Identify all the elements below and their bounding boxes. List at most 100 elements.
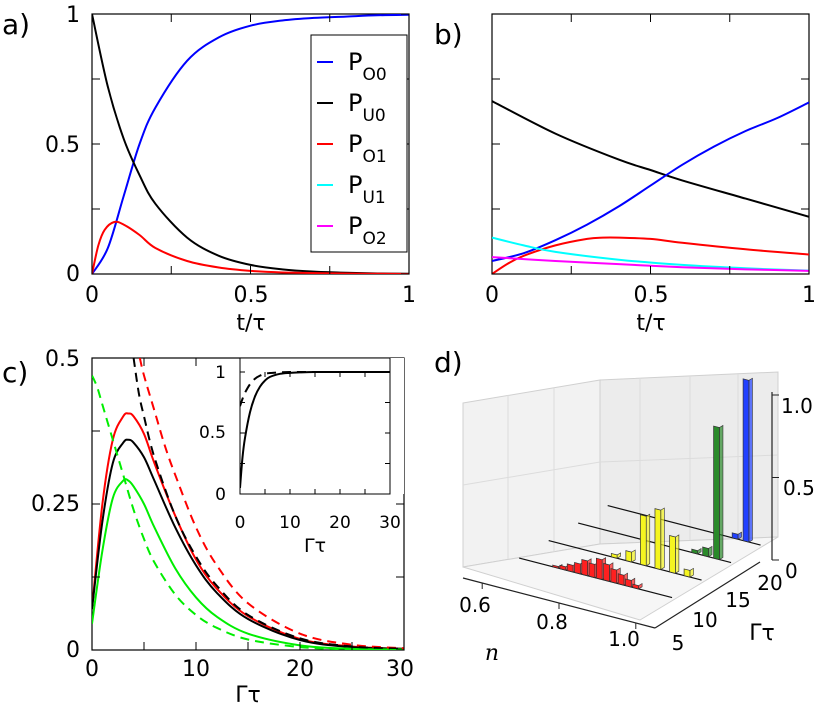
- panel-c-series-black-dashed: [132, 358, 404, 650]
- d-bar-side-g10-1: [631, 549, 636, 563]
- d-baseline-g5: [519, 557, 673, 599]
- d-gtick-3: 20: [757, 571, 782, 595]
- legend-sub-o2: O2: [362, 229, 386, 249]
- panel-b: 0 0.5 1 t/τ: [485, 13, 816, 336]
- panel-c-ytick-0: 0: [66, 638, 80, 663]
- inset-xlabel: Γτ: [304, 535, 326, 557]
- d-bar-g10-4: [669, 535, 676, 574]
- inset-xtick-2: 20: [329, 513, 351, 533]
- panel-label-d: d): [434, 346, 463, 379]
- d-bar-g5-2: [566, 563, 574, 573]
- panel-a-xtick-2: 1: [402, 283, 416, 308]
- d-bar-g5-8: [610, 568, 618, 584]
- panel-b-series-p-o0: [492, 101, 809, 262]
- d-bar-g5-10: [625, 578, 632, 588]
- inset-xtick-0: 0: [235, 513, 246, 533]
- panel-a-series: [92, 14, 409, 274]
- inset-ytick-1: 0.5: [199, 423, 226, 443]
- panel-b-xtick-0: 0: [485, 283, 499, 308]
- legend-sub-u0: U0: [362, 106, 385, 126]
- d-bar-g5-5: [588, 562, 596, 579]
- inset-ytick-2: 1: [215, 363, 226, 383]
- panel-b-series-p-o2: [492, 256, 809, 272]
- panel-c-series: [92, 358, 404, 650]
- panel-label-b: b): [434, 18, 463, 51]
- legend-sub-o0: O0: [362, 65, 386, 85]
- d-bar-g10-2: [640, 514, 647, 567]
- panel-b-ticks: [491, 13, 810, 275]
- d-gtick-2: 15: [725, 588, 750, 612]
- legend-sub-o1: O1: [362, 147, 386, 167]
- panel-c-series-red-dashed: [138, 358, 404, 650]
- panel-c-xtick-0: 0: [85, 657, 99, 682]
- panel-b-series: [492, 100, 809, 274]
- inset-xtick-1: 10: [279, 513, 301, 533]
- panel-b-xtick-2: 1: [802, 283, 816, 308]
- d-ntick-0: 0.6: [459, 593, 491, 617]
- panel-c-ytick-1: 0.25: [31, 492, 80, 517]
- d-ztick-0: 0: [785, 559, 798, 583]
- panel-a-ytick-0: 0: [66, 262, 80, 287]
- d-bar-g5-4: [581, 558, 588, 577]
- panel-b-xlabel: t/τ: [636, 311, 665, 336]
- panel-c-xlabel: Γτ: [235, 683, 261, 706]
- d-bar-side-g10-3: [660, 507, 665, 571]
- inset-ticks: [239, 371, 391, 495]
- d-bar-side-g10-2: [645, 513, 651, 567]
- panel-d: 0.6 0.8 1.0 5 10 15 20 0 0.5 1.0 n Γτ: [459, 371, 815, 666]
- panel-b-series-p-u0: [492, 100, 809, 218]
- panel-a-xlabel: t/τ: [236, 311, 265, 336]
- legend-sub-u1: U1: [362, 188, 385, 208]
- d-ztick-2: 1.0: [781, 394, 813, 418]
- inset-ytick-0: 0: [215, 485, 226, 505]
- d-bar-side-g15-2: [719, 424, 724, 561]
- d-bar-side-g10-4: [675, 534, 680, 574]
- d-bar-g20-0: [731, 532, 739, 540]
- panel-label-a: a): [2, 8, 30, 41]
- d-ztick-1: 0.5: [783, 476, 815, 500]
- d-bar-g10-0: [610, 552, 618, 559]
- panel-c-xtick-3: 30: [386, 657, 414, 682]
- panel-a-ytick-2: 1: [66, 3, 80, 28]
- d-bar-g15-0: [691, 548, 698, 555]
- d-gamma-axis: [654, 561, 761, 629]
- panel-b-xtick-1: 0.5: [634, 283, 669, 308]
- panel-c-xtick-2: 20: [286, 657, 314, 682]
- panel-a-xtick-0: 0: [85, 283, 99, 308]
- d-bar-g5-0: [552, 564, 559, 569]
- d-bar-g15-2: [713, 425, 720, 561]
- d-ylabel: Γτ: [749, 621, 775, 646]
- panel-c-series-black-solid: [92, 438, 404, 650]
- panel-a-series-p-o1: [92, 220, 409, 274]
- d-bar-g5-11: [632, 583, 639, 590]
- d-bar-g5-3: [574, 562, 581, 575]
- d-bar-g10-5: [683, 568, 691, 578]
- panel-a-ytick-1: 0.5: [45, 133, 80, 158]
- d-bar-g5-7: [603, 562, 610, 582]
- d-xlabel: n: [485, 641, 499, 666]
- inset-xtick-3: 30: [379, 513, 401, 533]
- inset-frame: [239, 357, 391, 495]
- d-bar-side-g20-1: [748, 377, 753, 543]
- d-bar-g10-1: [625, 550, 633, 563]
- inset: 0 10 20 30 0 0.5 1 Γτ: [199, 357, 404, 557]
- d-bar-g15-1: [702, 546, 709, 558]
- d-bar-g5-9: [617, 573, 625, 586]
- d-bars: [552, 377, 753, 590]
- d-baseline-g10: [548, 539, 702, 581]
- d-gtick-1: 10: [692, 608, 717, 632]
- panel-b-series-p-u1: [492, 236, 809, 272]
- d-bar-side-g15-1: [708, 545, 713, 558]
- panel-c-xtick-1: 10: [182, 657, 210, 682]
- d-bar-g10-3: [654, 508, 662, 570]
- panel-c: 0 10 20 30 0 0.25 0.5 Γτ 0 10 20 30 0 0.…: [31, 347, 414, 706]
- panel-c-series-green-solid: [92, 478, 404, 650]
- d-bar-g5-6: [595, 557, 603, 580]
- d-ntick-1: 0.8: [536, 610, 568, 634]
- d-ntick-2: 1.0: [608, 627, 640, 651]
- d-bar-g20-1: [742, 378, 750, 543]
- d-gtick-0: 5: [672, 631, 685, 655]
- d-bar-g5-1: [559, 564, 567, 571]
